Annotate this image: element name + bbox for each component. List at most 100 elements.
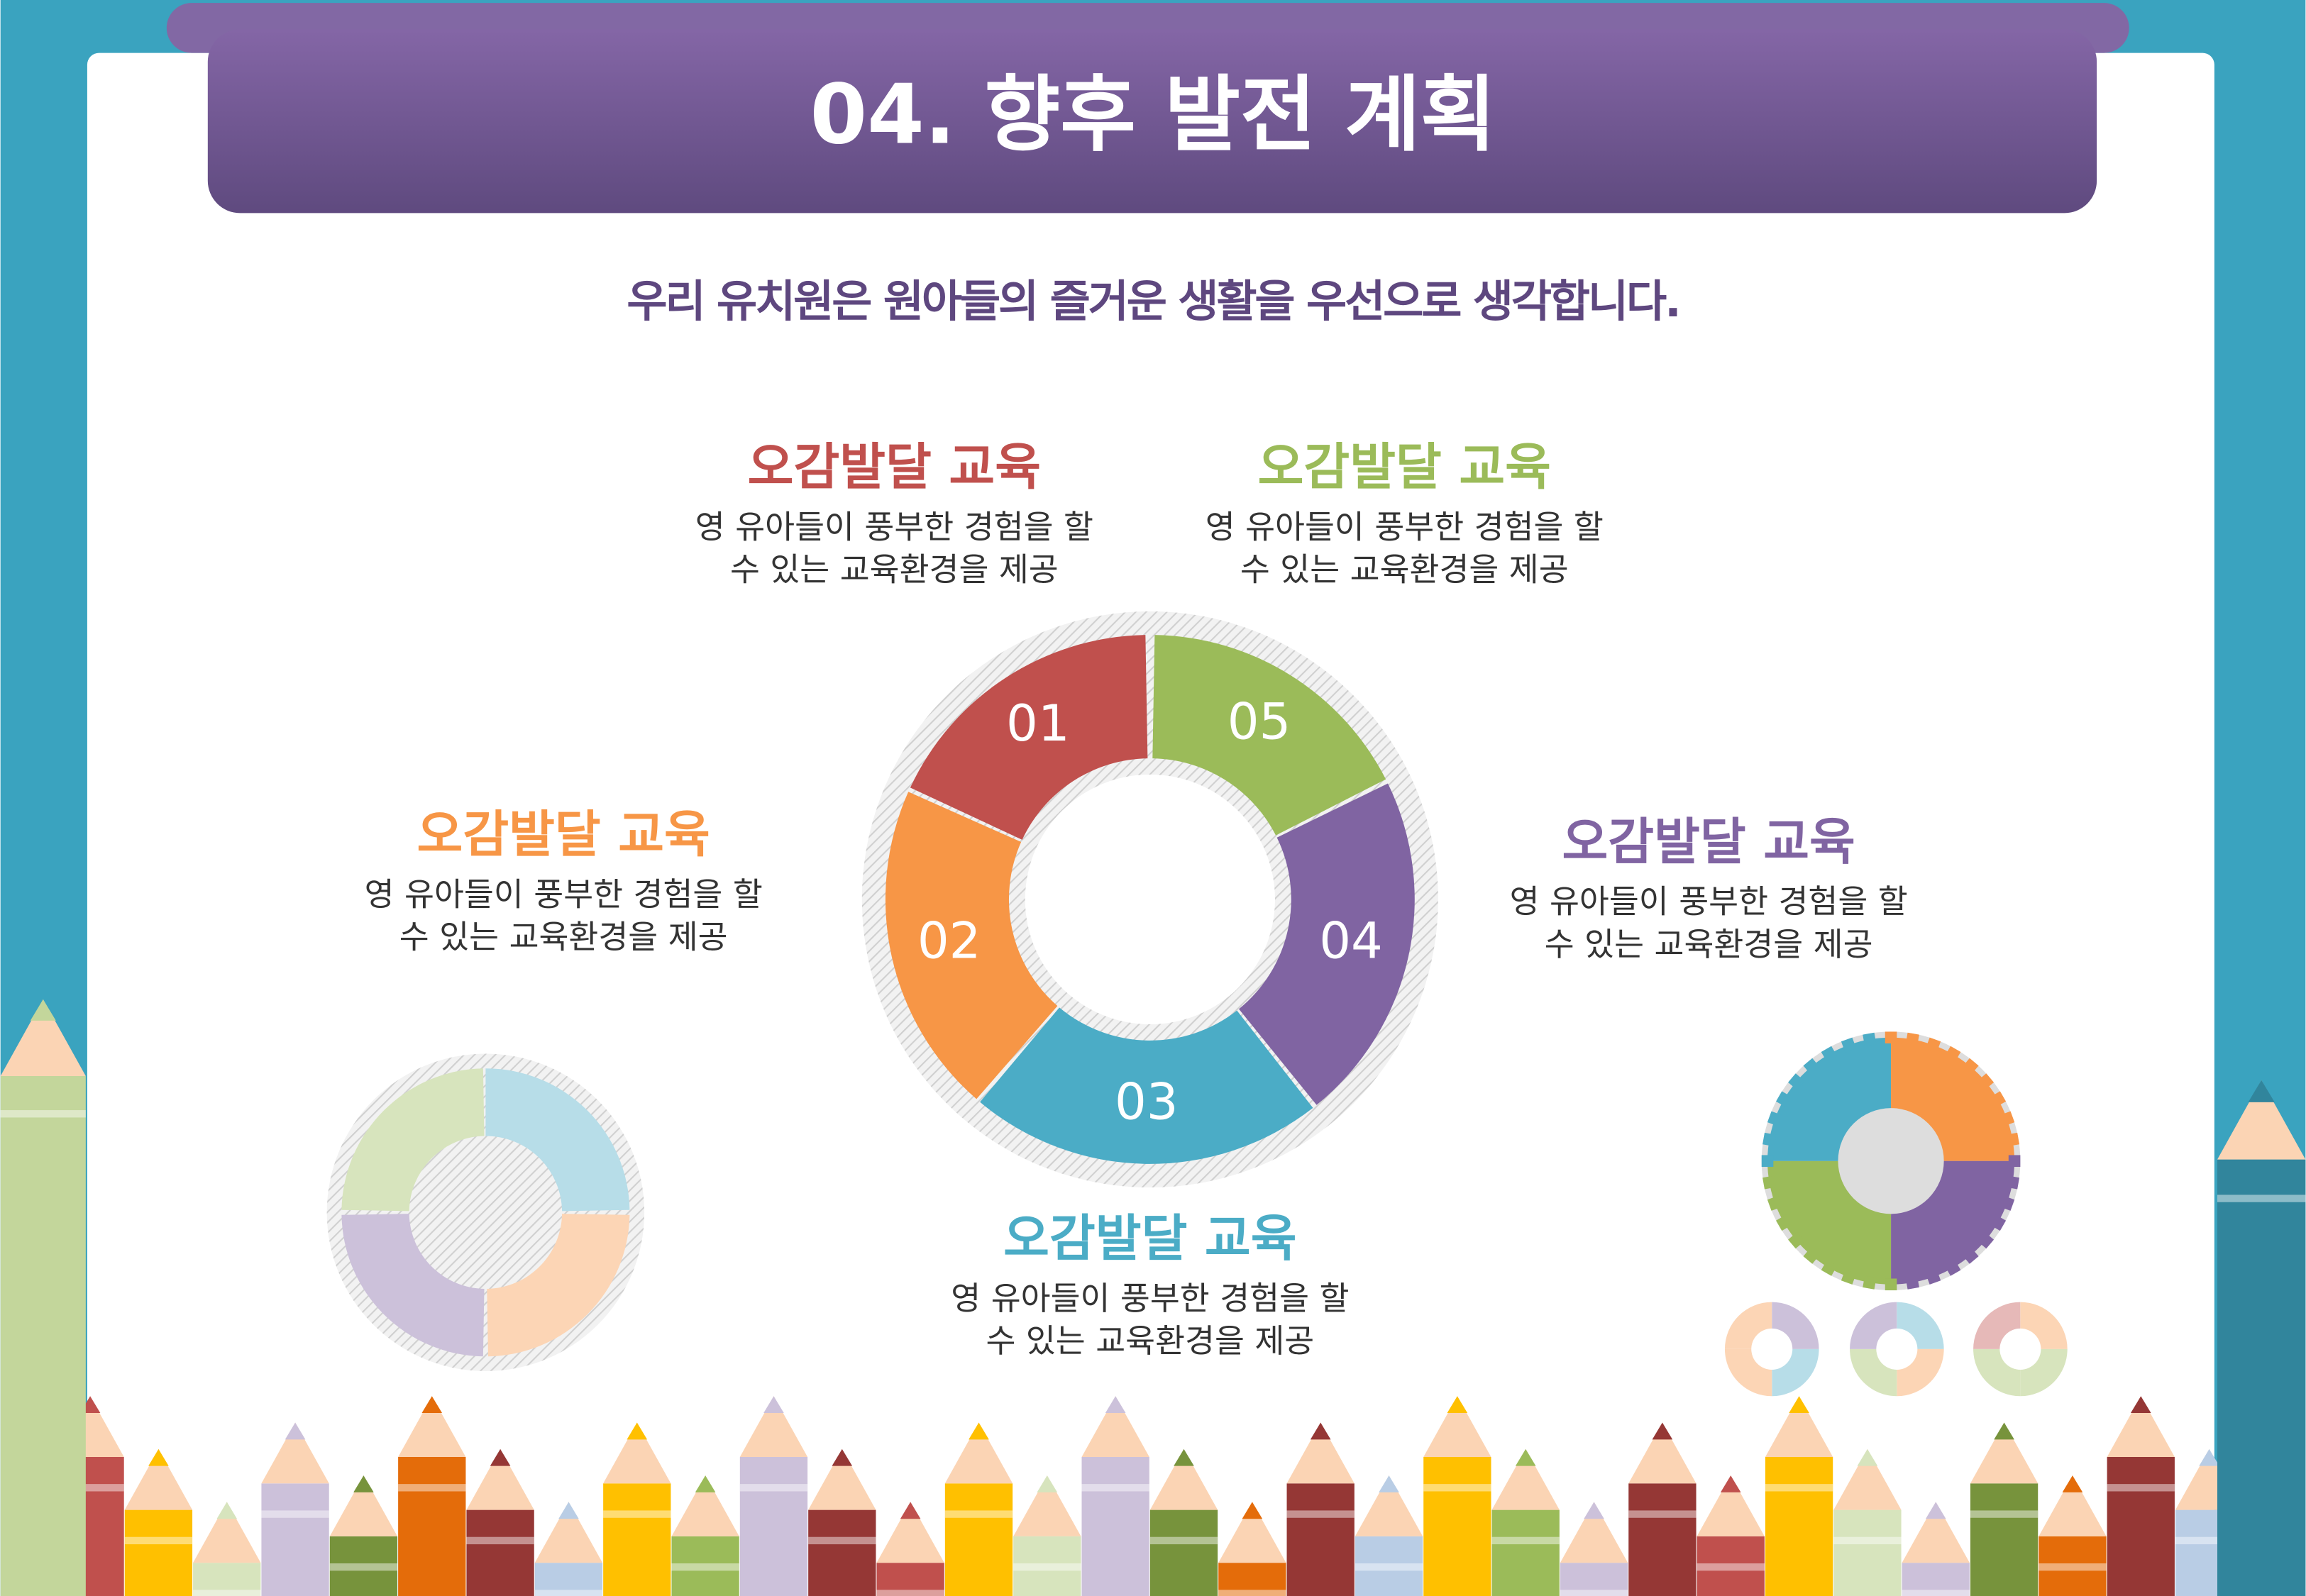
pencil-stripe [2217,1195,2306,1202]
pencil-body [329,1536,398,1596]
pencil-tip [2107,1396,2175,1458]
gear-tooth [1762,1132,1777,1147]
pencil-stripe [1491,1536,1560,1545]
mini-gear [1772,1302,1819,1349]
pencil-stripe [876,1590,944,1596]
deco-segment [341,1068,485,1212]
gear-tooth [1803,1247,1820,1264]
gear-tooth [1821,1046,1838,1063]
pencil-lead [285,1422,306,1440]
pencil-lead [2130,1396,2151,1414]
pencil-stripe [1355,1563,1423,1571]
pencil-stripe [739,1484,808,1492]
gear-tooth [1925,1269,1941,1285]
gear-tooth [1944,1260,1961,1276]
pencil-lead [763,1396,784,1414]
deco-segment [487,1214,630,1357]
item-description: 영 유아들이 풍부한 경험을 할 [951,1280,1349,1317]
gear-tooth [1863,1275,1877,1290]
item-heading: 오감발달 교육 [1258,438,1551,496]
gear-segment [1891,1160,2015,1285]
segment-number: 02 [917,911,981,970]
pencil-body [944,1483,1013,1596]
pencil-body [1697,1536,1765,1596]
gear-tooth [1762,1175,1777,1190]
pencil-body [466,1509,534,1596]
deco-segment [341,1214,485,1357]
ring-segment [1152,635,1386,836]
mini-gear [1897,1302,1944,1349]
pencil-tip [671,1475,739,1536]
gear-tooth [1803,1058,1820,1075]
pencil-stripe [1628,1510,1697,1518]
gear-tooth [1977,1073,1995,1090]
pencil-stripe [2107,1484,2175,1492]
pencil-body [1833,1509,1902,1596]
pencil-tip [534,1502,603,1563]
pencil-stripe [603,1510,671,1518]
pencil-stripe [1970,1510,2039,1518]
pencil-lead [1720,1475,1741,1492]
pencil-body [1286,1483,1355,1596]
gear-tooth [1905,1275,1919,1290]
pencil-tip [1697,1475,1765,1536]
gear-tooth [1977,1231,1995,1249]
segment-number: 04 [1319,911,1383,970]
item-heading: 오감발달 교육 [1003,1209,1296,1268]
gear-tooth [1885,1278,1897,1291]
pencil-lead [1447,1396,1468,1414]
pencil-stripe [1833,1536,1902,1545]
pencil-stripe [534,1590,603,1596]
ring-segment [910,635,1148,840]
item-description: 영 유아들이 풍부한 경험을 할 [695,508,1093,545]
title-bar [207,29,2097,214]
item-description: 수 있는 교육환경을 제공 [399,918,728,955]
pencil-body [2107,1457,2175,1596]
pencil-lead [1037,1475,1058,1492]
gear-tooth [1788,1073,1805,1090]
pencil-tip [124,1448,193,1510]
item-description: 수 있는 교육환경을 제공 [1240,550,1569,588]
segment-number: 05 [1228,692,1291,750]
item-description: 영 유아들이 풍부한 경험을 할 [365,875,763,913]
pencils [0,999,2306,1596]
pencil-tip [1423,1396,1491,1458]
gear-tooth [1944,1046,1961,1063]
pencil-lead [695,1475,716,1492]
pencil-body [1081,1457,1149,1596]
pencil-lead [2248,1080,2275,1102]
pencil-body [876,1563,944,1596]
gear-segment [1767,1037,1892,1161]
gear-tooth [1925,1037,1941,1053]
item-heading: 오감발달 교육 [417,805,710,863]
pencil-body [1423,1457,1491,1596]
item-description: 영 유아들이 풍부한 경험을 할 [1206,508,1604,545]
pencil-body [261,1483,329,1596]
pencil-lead [490,1448,511,1466]
pencil-lead [1105,1396,1126,1414]
mini-gear [2020,1348,2068,1397]
gear-tooth [1841,1037,1857,1053]
pencil-lead [1584,1502,1604,1519]
pencil-stripe [1013,1563,1081,1571]
mini-gear [1772,1348,1819,1397]
gear-tooth [1776,1091,1792,1108]
subtitle: 우리 유치원은 원아들의 즐거운 생활을 우선으로 생각합니다. [627,275,1679,327]
pencil-stripe [193,1590,261,1596]
gear-tooth [1962,1247,1979,1264]
gear-tooth [1776,1214,1792,1231]
item-description: 영 유아들이 풍부한 경험을 할 [1510,883,1908,921]
pencil-lead [216,1502,238,1519]
gear-tooth [1885,1031,1897,1043]
pencil-stripe [1286,1510,1355,1518]
ring-segment [1239,783,1415,1105]
pencil-tip [1491,1448,1560,1510]
mini-gear [2020,1302,2068,1349]
pencil-lead [969,1422,989,1440]
pencil-body [534,1563,603,1596]
pencil-lead [1379,1475,1399,1492]
pencil-body [1149,1509,1218,1596]
pencil-lead [1515,1448,1536,1466]
